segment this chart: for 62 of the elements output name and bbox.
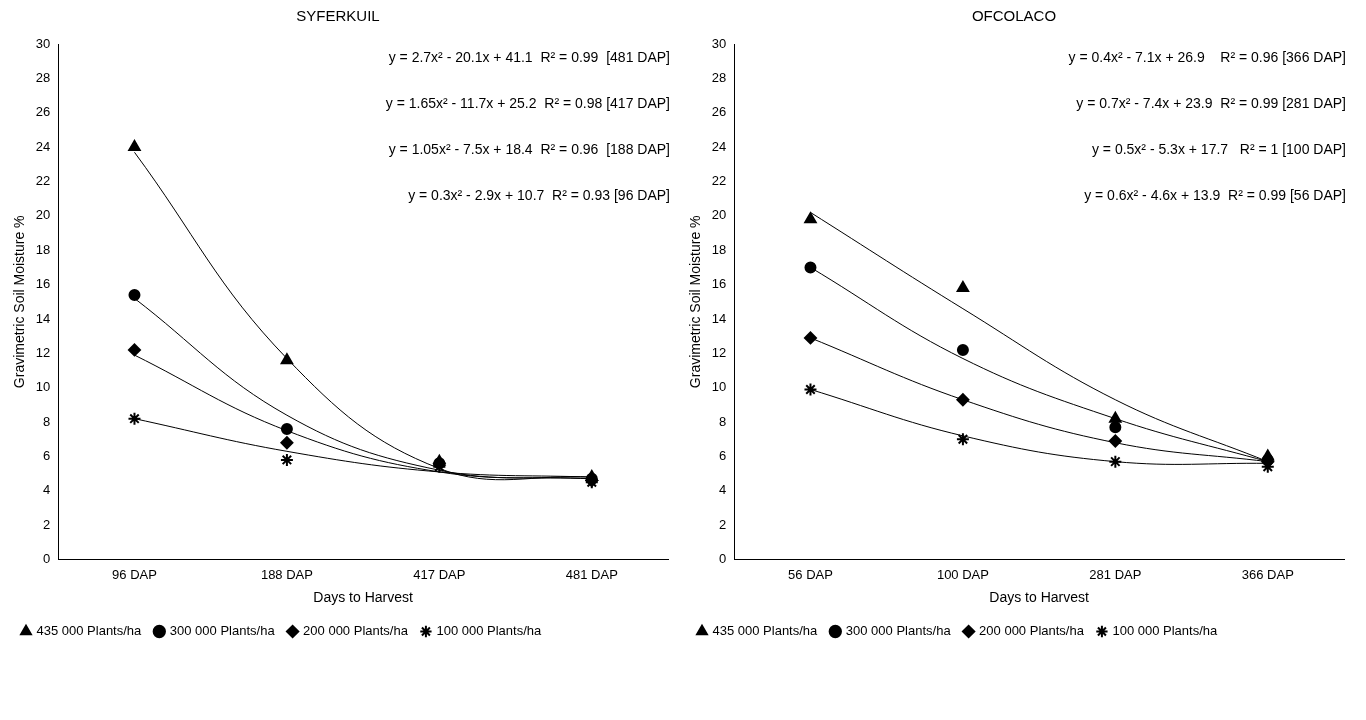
y-tick-label: 24 (35, 138, 51, 154)
legend-label: 100 000 Plants/ha (1112, 623, 1218, 639)
legend-label: 300 000 Plants/ha (169, 623, 276, 639)
x-tick-label: 417 DAP (413, 566, 466, 582)
annotation: y = 2.7x² - 20.1x + 41.1 R² = 0.99 [481 DAP] (388, 48, 670, 65)
y-tick-label: 6 (43, 448, 51, 464)
y-tick-label: 16 (35, 276, 51, 292)
y-tick-label: 6 (719, 448, 727, 464)
y-tick-label: 12 (711, 344, 727, 360)
x-tick-label: 96 DAP (112, 566, 157, 582)
y-tick-label: 14 (35, 310, 51, 326)
y-tick-label: 24 (711, 138, 727, 154)
y-tick-label: 20 (35, 207, 51, 223)
y-tick-label: 10 (711, 379, 727, 395)
chart-title: OFCOLACO (971, 7, 1057, 25)
annotation: y = 0.4x² - 7.1x + 26.9 R² = 0.96 [366 DAP] (1068, 48, 1346, 65)
x-tick-label: 188 DAP (260, 566, 313, 582)
y-tick-label: 30 (35, 35, 51, 51)
y-axis-title: Gravimetric Soil Moisture % (687, 215, 704, 389)
annotation: y = 1.05x² - 7.5x + 18.4 R² = 0.96 [188 DAP] (388, 140, 670, 157)
y-tick-label: 10 (35, 379, 51, 395)
x-axis-title: Days to Harvest (989, 589, 1090, 606)
legend-label: 300 000 Plants/ha (845, 623, 952, 639)
x-tick-label: 100 DAP (936, 566, 989, 582)
y-tick-label: 28 (711, 69, 727, 85)
annotation: y = 0.3x² - 2.9x + 10.7 R² = 0.93 [96 DAP] (408, 186, 670, 203)
y-tick-label: 4 (719, 482, 727, 498)
legend-label: 200 000 Plants/ha (303, 623, 409, 639)
y-tick-label: 22 (35, 173, 51, 189)
y-tick-label: 0 (43, 551, 51, 567)
y-tick-label: 2 (43, 516, 51, 532)
y-tick-label: 20 (711, 207, 727, 223)
x-tick-label: 366 DAP (1241, 566, 1294, 582)
legend-label: 100 000 Plants/ha (436, 623, 542, 639)
y-tick-label: 8 (43, 413, 51, 429)
y-axis-title: Gravimetric Soil Moisture % (11, 215, 28, 389)
y-tick-label: 26 (35, 104, 51, 120)
y-tick-label: 8 (719, 413, 727, 429)
y-tick-label: 14 (711, 310, 727, 326)
annotation: y = 1.65x² - 11.7x + 25.2 R² = 0.98 [417 DAP] (385, 94, 670, 111)
y-tick-label: 30 (711, 35, 727, 51)
y-tick-label: 22 (711, 173, 727, 189)
y-tick-label: 26 (711, 104, 727, 120)
legend-label: 200 000 Plants/ha (979, 623, 1085, 639)
y-tick-label: 18 (711, 241, 727, 257)
annotation: y = 0.6x² - 4.6x + 13.9 R² = 0.99 [56 DAP] (1084, 186, 1346, 203)
x-tick-label: 56 DAP (788, 566, 833, 582)
y-tick-label: 2 (719, 516, 727, 532)
y-tick-label: 16 (711, 276, 727, 292)
y-tick-label: 12 (35, 344, 51, 360)
x-tick-label: 481 DAP (565, 566, 618, 582)
y-tick-label: 18 (35, 241, 51, 257)
y-tick-label: 0 (719, 551, 727, 567)
x-axis-title: Days to Harvest (313, 589, 414, 606)
chart-title: SYFERKUIL (296, 7, 380, 25)
y-tick-label: 28 (35, 69, 51, 85)
legend-label: 435 000 Plants/ha (712, 623, 819, 639)
annotation: y = 0.5x² - 5.3x + 17.7 R² = 1 [100 DAP] (1091, 140, 1346, 157)
x-tick-label: 281 DAP (1089, 566, 1142, 582)
y-tick-label: 4 (43, 482, 51, 498)
annotation: y = 0.7x² - 7.4x + 23.9 R² = 0.99 [281 DAP] (1076, 94, 1346, 111)
legend-label: 435 000 Plants/ha (36, 623, 143, 639)
